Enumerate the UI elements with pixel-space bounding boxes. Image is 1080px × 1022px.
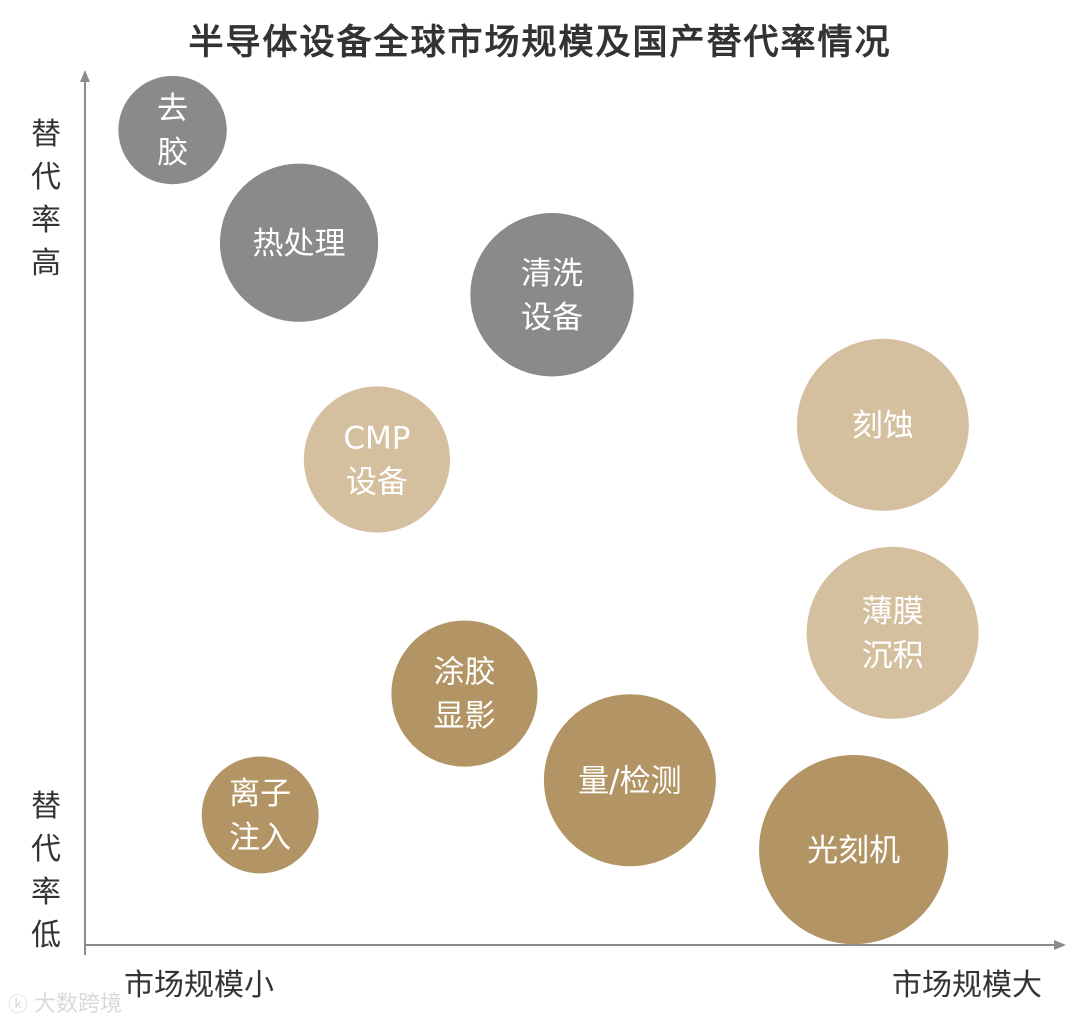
- bubble-circle: [543, 694, 716, 867]
- bubble-label: 显影: [433, 699, 495, 735]
- bubble-1: 去胶: [118, 75, 227, 185]
- bubble-8: 量/检测: [543, 694, 716, 867]
- axes: [80, 70, 1066, 955]
- x-label-small: 市场规模小: [124, 968, 274, 1003]
- bubble-circle: [303, 386, 450, 533]
- bubble-label: 去: [157, 91, 188, 127]
- bubble-circle: [201, 756, 319, 874]
- bubble-label: 离子: [229, 776, 291, 812]
- bubble-label: 胶: [157, 135, 188, 171]
- bubble-label: 量/检测: [578, 763, 681, 799]
- bubble-label: 设备: [521, 300, 583, 336]
- bubble-5: 刻蚀: [796, 338, 969, 511]
- x-label-large: 市场规模大: [892, 968, 1042, 1003]
- bubble-label: 设备: [346, 465, 408, 501]
- bubble-label: 清洗: [521, 256, 583, 292]
- watermark: ⓚ 大数跨境: [8, 986, 122, 1018]
- bubble-label: 刻蚀: [852, 408, 914, 444]
- bubble-label: 热处理: [253, 226, 346, 262]
- bubble-label: 沉积: [862, 638, 924, 674]
- bubble-label: 注入: [229, 820, 291, 856]
- y-label-low: 替代率低: [31, 789, 61, 953]
- bubble-circle: [759, 755, 949, 945]
- bubble-circle: [806, 546, 979, 719]
- bubble-label: 薄膜: [862, 594, 924, 630]
- bubble-10: 光刻机: [759, 755, 949, 945]
- y-axis-arrow: [80, 70, 90, 82]
- bubble-circle: [796, 338, 969, 511]
- bubble-circle: [470, 213, 634, 377]
- chart-title: 半导体设备全球市场规模及国产替代率情况: [188, 23, 892, 63]
- bubble-label: 光刻机: [807, 833, 900, 869]
- bubble-label: CMP: [343, 421, 410, 457]
- bubble-circle: [118, 75, 227, 185]
- logo-icon: ⓚ: [8, 991, 28, 1016]
- bubble-circle: [391, 620, 538, 767]
- bubble-circle: [219, 163, 379, 322]
- bubble-2: 热处理: [219, 163, 379, 322]
- y-label-high: 替代率高: [31, 117, 61, 281]
- bubble-label: 涂胶: [433, 655, 495, 691]
- bubble-4: CMP 设备: [303, 386, 450, 533]
- x-axis-arrow: [1054, 940, 1066, 950]
- watermark-text: 大数跨境: [34, 992, 123, 1017]
